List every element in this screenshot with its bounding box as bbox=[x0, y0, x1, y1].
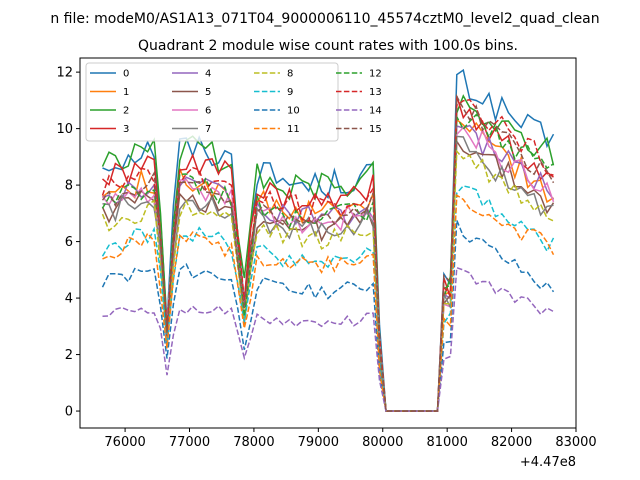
x-tick-label: 81000 bbox=[426, 435, 467, 450]
y-tick-label: 6 bbox=[65, 235, 73, 250]
legend-label: 12 bbox=[369, 69, 382, 80]
y-tick-label: 8 bbox=[65, 179, 73, 194]
legend-label: 9 bbox=[287, 87, 293, 98]
chart-title: Quadrant 2 module wise count rates with … bbox=[138, 38, 518, 54]
x-offset-label: +4.47e8 bbox=[520, 455, 576, 470]
legend-label: 15 bbox=[369, 124, 382, 135]
legend-label: 0 bbox=[123, 69, 129, 80]
series-line-11 bbox=[102, 193, 555, 412]
series-line-12 bbox=[101, 113, 554, 412]
y-tick-label: 4 bbox=[65, 292, 73, 307]
legend-label: 10 bbox=[287, 106, 300, 117]
plot-series bbox=[101, 68, 555, 412]
x-tick-label: 79000 bbox=[298, 435, 339, 450]
series-line-0 bbox=[102, 68, 555, 412]
series-line-14 bbox=[102, 266, 554, 412]
legend-label: 8 bbox=[287, 69, 293, 80]
series-line-7 bbox=[102, 135, 554, 412]
legend-label: 1 bbox=[123, 87, 129, 98]
series-line-5 bbox=[101, 139, 555, 412]
legend-label: 2 bbox=[123, 106, 129, 117]
series-line-10 bbox=[101, 220, 555, 412]
series-line-15 bbox=[101, 93, 555, 412]
series-line-8 bbox=[101, 149, 554, 412]
x-tick-label: 83000 bbox=[555, 435, 596, 450]
y-tick-label: 10 bbox=[56, 122, 73, 137]
legend-label: 5 bbox=[205, 87, 211, 98]
x-tick-label: 80000 bbox=[362, 435, 403, 450]
legend-label: 14 bbox=[369, 106, 382, 117]
legend-label: 13 bbox=[369, 87, 382, 98]
series-line-9 bbox=[101, 185, 555, 412]
y-axis: 0 2 4 6 8 10 12 bbox=[56, 66, 80, 420]
plot-frame bbox=[79, 57, 577, 429]
x-tick-label: 78000 bbox=[233, 435, 274, 450]
legend-box bbox=[85, 62, 339, 142]
y-tick-label: 12 bbox=[56, 66, 73, 81]
x-axis: 76000 77000 78000 79000 80000 81000 82000 83000 bbox=[104, 428, 597, 450]
legend-label: 4 bbox=[205, 69, 211, 80]
x-tick-label: 82000 bbox=[491, 435, 532, 450]
x-tick-label: 77000 bbox=[169, 435, 210, 450]
legend-label: 3 bbox=[123, 124, 129, 135]
suptitle: n file: modeM0/AS1A13_071T04_9000006110_… bbox=[50, 11, 599, 27]
legend-label: 11 bbox=[287, 124, 300, 135]
y-tick-label: 2 bbox=[65, 348, 73, 363]
x-tick-label: 76000 bbox=[104, 435, 145, 450]
legend-label: 6 bbox=[205, 106, 211, 117]
y-tick-label: 0 bbox=[65, 405, 73, 420]
legend-label: 7 bbox=[205, 124, 211, 135]
